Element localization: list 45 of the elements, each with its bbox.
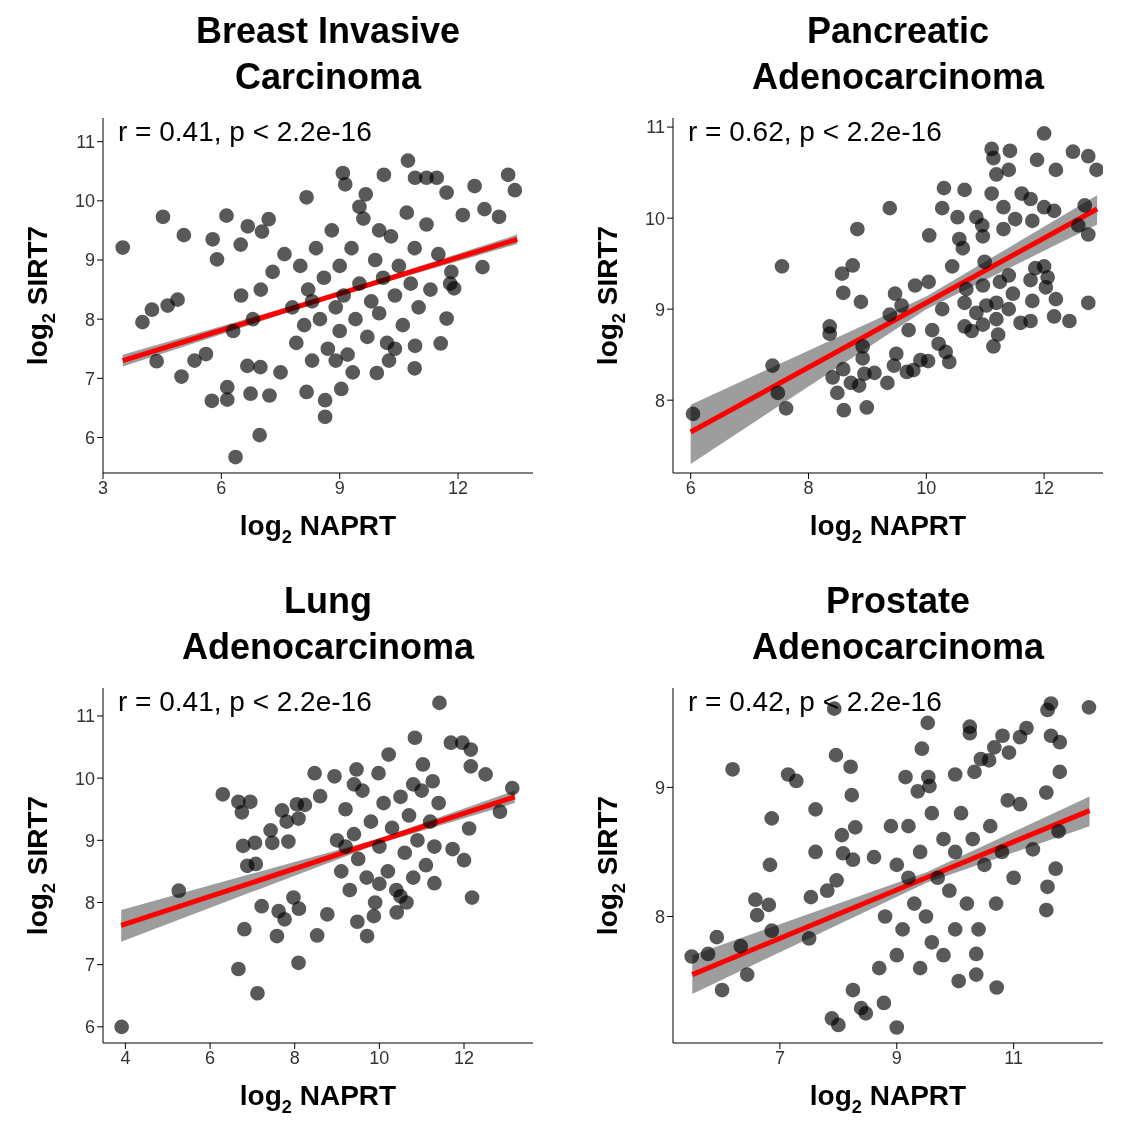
x-tick-label: 8	[289, 1047, 300, 1068]
x-tick-label: 4	[120, 1047, 131, 1068]
x-tick-label: 12	[1034, 477, 1055, 498]
y-tick-label: 7	[84, 368, 95, 389]
y-tick-label: 11	[646, 117, 665, 138]
chart-title: Breast Invasive Carcinoma	[194, 9, 462, 99]
y-tick-label: 11	[76, 706, 95, 727]
x-tick-label: 9	[334, 477, 345, 498]
x-tick-label: 11	[1004, 1047, 1023, 1068]
x-axis-title: log$_{2}$ NAPRT	[239, 1080, 397, 1117]
chart-title: Prostate Adenocarcinoma	[750, 579, 1046, 669]
y-tick-label: 9	[84, 830, 95, 851]
x-tick-label: 6	[685, 477, 696, 498]
x-tick-label: 7	[774, 1047, 785, 1068]
x-axis-title: log$_{2}$ NAPRT	[239, 510, 397, 547]
annotation: r = 0.41, p < 2.2e-16	[118, 686, 372, 718]
y-tick-label: 7	[84, 955, 95, 976]
y-tick-label: 6	[84, 427, 95, 448]
x-tick-label: 6	[216, 477, 227, 498]
annotation: r = 0.41, p < 2.2e-16	[118, 116, 372, 148]
x-tick-label: 8	[803, 477, 814, 498]
annotation: r = 0.62, p < 2.2e-16	[688, 116, 942, 148]
y-tick-label: 8	[654, 390, 665, 411]
x-axis-title: log$_{2}$ NAPRT	[809, 1080, 967, 1117]
x-tick-label: 12	[454, 1047, 475, 1068]
x-tick-label: 6	[205, 1047, 216, 1068]
y-tick-label: 10	[644, 208, 665, 229]
x-tick-label: 12	[448, 477, 469, 498]
y-tick-label: 8	[84, 309, 95, 330]
y-tick-label: 8	[654, 906, 665, 927]
y-tick-label: 11	[76, 132, 95, 153]
x-tick-label: 10	[369, 1047, 390, 1068]
chart-title: Lung Adenocarcinoma	[180, 579, 476, 669]
y-tick-label: 9	[654, 299, 665, 320]
y-tick-label: 10	[74, 768, 95, 789]
y-tick-label: 10	[74, 191, 95, 212]
y-tick-label: 9	[654, 777, 665, 798]
y-tick-label: 9	[84, 250, 95, 271]
y-tick-label: 8	[84, 892, 95, 913]
x-tick-label: 9	[891, 1047, 902, 1068]
x-axis-title: log$_{2}$ NAPRT	[809, 510, 967, 547]
chart-title: Pancreatic Adenocarcinoma	[750, 9, 1046, 99]
x-tick-label: 3	[97, 477, 109, 498]
y-tick-label: 6	[84, 1017, 95, 1038]
x-tick-label: 10	[916, 477, 937, 498]
